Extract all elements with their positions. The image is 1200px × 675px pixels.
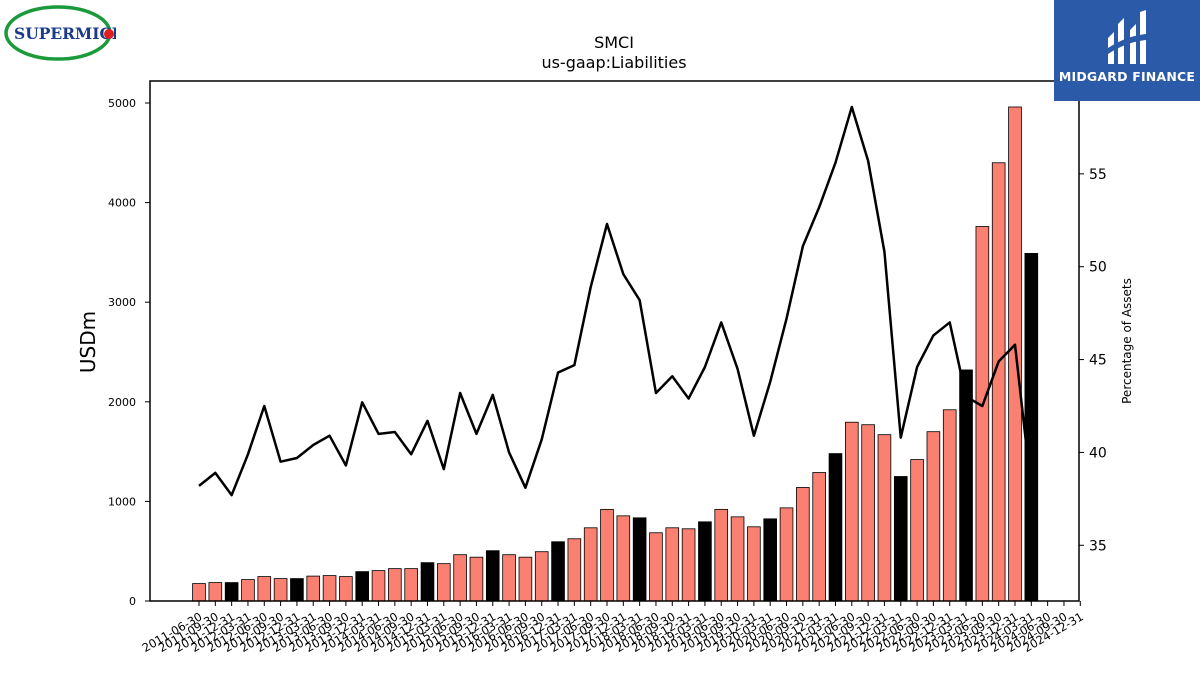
bar-47 [959, 369, 973, 602]
bar-2 [224, 582, 239, 602]
bar-12 [388, 568, 402, 602]
bar-35 [763, 518, 777, 602]
bar-18 [485, 550, 500, 602]
supermicro-logo: SUPERMICR [4, 5, 125, 61]
bar-23 [567, 538, 582, 602]
bar-32 [714, 508, 729, 602]
bar-30 [681, 528, 696, 602]
bar-48 [975, 226, 990, 602]
x-axis: 2011-06-302011-09-302011-12-312012-03-31… [140, 601, 1086, 655]
y2-tick-label-2: 45 [1089, 353, 1107, 369]
bar-27 [632, 517, 647, 602]
y-tick-label-3: 3000 [108, 296, 136, 309]
bar-0 [192, 583, 206, 602]
bar-39 [828, 453, 843, 602]
bar-9 [339, 576, 353, 602]
bar-21 [534, 551, 549, 602]
bar-15 [436, 563, 451, 602]
y-axis-right: 35 40 45 50 55 [1079, 167, 1107, 554]
bar-42 [877, 434, 892, 602]
bar-43 [893, 476, 908, 602]
y2-tick-label-4: 55 [1089, 167, 1107, 183]
bar-17 [469, 556, 484, 602]
line-group [198, 105, 1033, 497]
bar-29 [665, 527, 680, 602]
bar-8 [322, 575, 337, 602]
bar-1 [208, 582, 223, 602]
bar-26 [616, 515, 631, 602]
bar-49 [991, 162, 1006, 602]
bar-40 [845, 421, 859, 602]
bar-28 [649, 532, 663, 602]
y-tick-label-0: 0 [129, 595, 136, 608]
bar-22 [551, 541, 565, 602]
bar-46 [942, 409, 957, 602]
bar-7 [306, 575, 321, 602]
series-line-percentage [198, 105, 1033, 497]
bar-44 [910, 459, 924, 602]
bar-10 [355, 571, 369, 602]
supermicro-logo-dot [104, 29, 114, 39]
plot-frame [149, 80, 1080, 602]
bar-6 [290, 578, 304, 602]
bar-5 [273, 578, 288, 602]
chart-title: SMCI [594, 33, 634, 52]
bar-4 [257, 576, 272, 602]
y2-tick-label-1: 40 [1089, 445, 1107, 461]
y-axis-label: USDm [76, 311, 100, 373]
y-axis-left: 0 1000 2000 3000 4000 5000 [108, 97, 150, 608]
y-tick-label-2: 2000 [108, 396, 136, 409]
midgard-finance-text: MIDGARD FINANCE [1058, 69, 1196, 84]
bar-25 [600, 508, 614, 602]
bar-45 [926, 431, 941, 602]
supermicro-logo-text: SUPERMICR [14, 24, 116, 43]
midgard-mark-icon [1108, 10, 1146, 64]
y2-tick-label-0: 35 [1089, 538, 1107, 554]
bar-16 [453, 554, 467, 602]
bar-3 [241, 579, 255, 602]
bar-20 [518, 556, 533, 602]
bar-14 [420, 562, 435, 602]
y-tick-label-5: 5000 [108, 97, 136, 110]
bar-34 [747, 526, 761, 602]
bars-group [192, 106, 1039, 602]
y2-tick-label-3: 50 [1089, 260, 1107, 276]
y-tick-label-1: 1000 [108, 495, 136, 508]
chart-subtitle: us-gaap:Liabilities [541, 53, 686, 72]
bar-41 [861, 424, 875, 602]
bar-13 [404, 568, 418, 602]
midgard-finance-logo: MIDGARD FINANCE [1054, 0, 1200, 101]
bar-11 [371, 570, 386, 602]
bar-19 [502, 554, 516, 602]
bar-31 [698, 521, 712, 602]
y-tick-label-4: 4000 [108, 197, 136, 210]
bar-24 [583, 527, 598, 602]
bar-36 [779, 507, 794, 602]
bar-38 [812, 472, 826, 602]
bar-37 [796, 487, 810, 602]
bar-33 [730, 516, 745, 602]
bar-51 [1024, 252, 1039, 602]
y2-axis-label: Percentage of Assets [1120, 278, 1134, 404]
